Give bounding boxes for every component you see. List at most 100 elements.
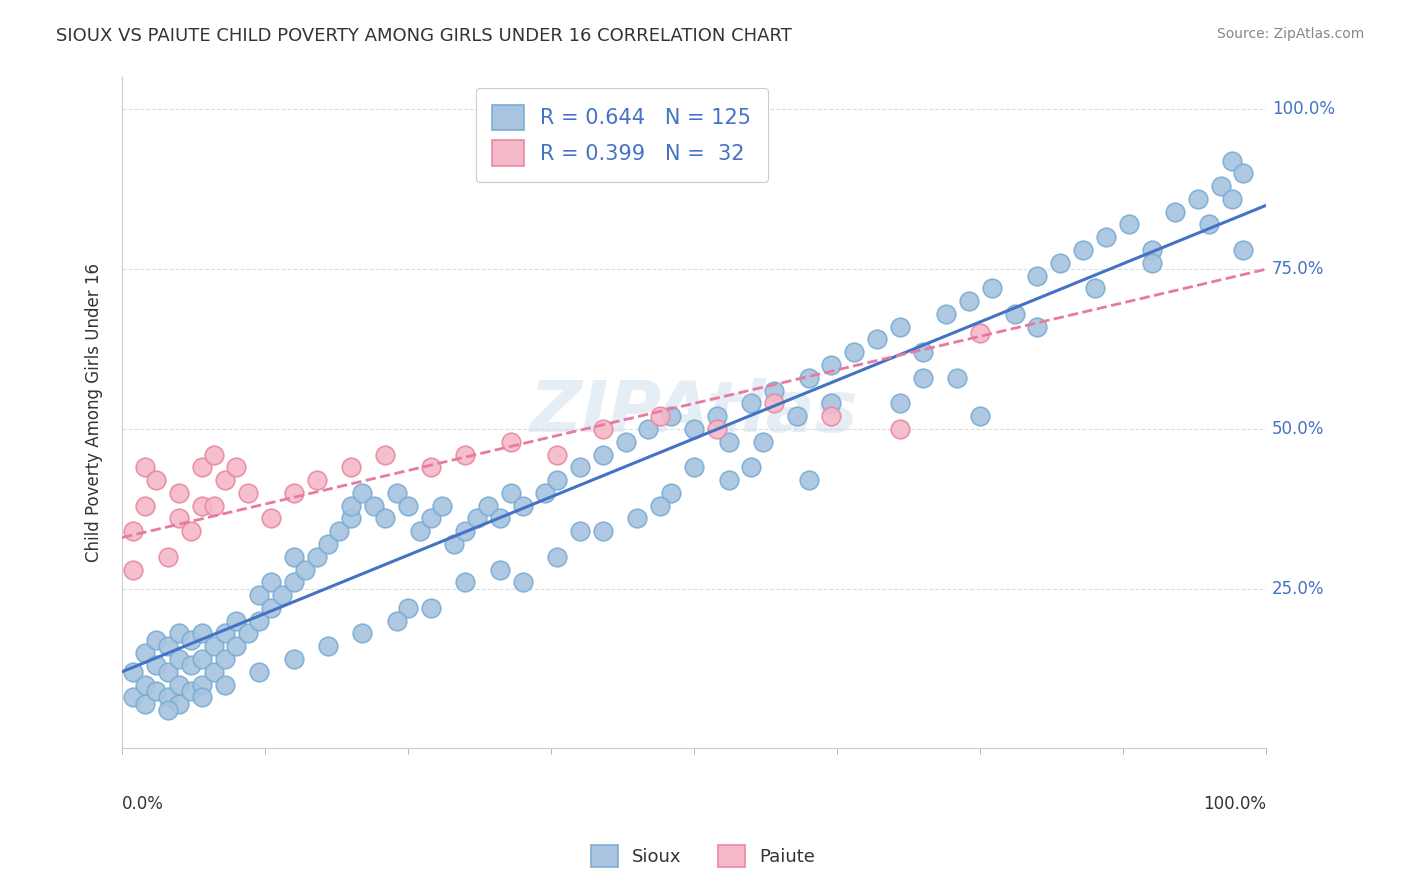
Point [534, 486, 557, 500]
Point [374, 511, 396, 525]
Point [969, 409, 991, 424]
Point [225, 614, 247, 628]
Point [1118, 218, 1140, 232]
Point [465, 511, 488, 525]
Point [214, 652, 236, 666]
Text: 50.0%: 50.0% [1272, 420, 1324, 438]
Point [247, 665, 270, 679]
Point [408, 524, 430, 539]
Point [866, 333, 889, 347]
Point [145, 632, 167, 647]
Point [236, 486, 259, 500]
Point [420, 460, 443, 475]
Point [145, 473, 167, 487]
Point [797, 371, 820, 385]
Point [385, 614, 408, 628]
Point [648, 409, 671, 424]
Point [454, 448, 477, 462]
Point [546, 448, 568, 462]
Point [260, 511, 283, 525]
Point [1209, 179, 1232, 194]
Point [980, 281, 1002, 295]
Point [202, 639, 225, 653]
Point [683, 422, 706, 436]
Point [488, 511, 510, 525]
Point [443, 537, 465, 551]
Point [1004, 307, 1026, 321]
Point [122, 665, 145, 679]
Point [134, 499, 156, 513]
Point [202, 499, 225, 513]
Point [659, 486, 682, 500]
Point [820, 409, 842, 424]
Point [167, 486, 190, 500]
Point [1232, 166, 1254, 180]
Point [1140, 243, 1163, 257]
Point [305, 473, 328, 487]
Point [134, 646, 156, 660]
Point [202, 448, 225, 462]
Point [260, 575, 283, 590]
Point [706, 422, 728, 436]
Point [740, 396, 762, 410]
Point [1164, 204, 1187, 219]
Point [145, 684, 167, 698]
Point [820, 396, 842, 410]
Point [568, 524, 591, 539]
Point [156, 703, 179, 717]
Point [145, 658, 167, 673]
Point [512, 575, 534, 590]
Point [122, 524, 145, 539]
Point [214, 473, 236, 487]
Point [167, 626, 190, 640]
Point [374, 448, 396, 462]
Point [763, 396, 786, 410]
Point [167, 697, 190, 711]
Point [1084, 281, 1107, 295]
Point [1026, 319, 1049, 334]
Point [935, 307, 957, 321]
Point [396, 499, 419, 513]
Point [202, 665, 225, 679]
Point [191, 499, 214, 513]
Point [568, 460, 591, 475]
Point [236, 626, 259, 640]
Legend: R = 0.644   N = 125, R = 0.399   N =  32: R = 0.644 N = 125, R = 0.399 N = 32 [475, 87, 768, 183]
Point [191, 677, 214, 691]
Point [283, 549, 305, 564]
Point [797, 473, 820, 487]
Point [501, 434, 523, 449]
Point [477, 499, 499, 513]
Point [340, 511, 363, 525]
Point [1187, 192, 1209, 206]
Point [820, 358, 842, 372]
Text: ZIPAtlas: ZIPAtlas [530, 378, 859, 448]
Point [134, 460, 156, 475]
Point [180, 684, 202, 698]
Point [1095, 230, 1118, 244]
Point [340, 499, 363, 513]
Point [648, 499, 671, 513]
Point [752, 434, 775, 449]
Point [180, 524, 202, 539]
Point [420, 511, 443, 525]
Point [626, 511, 648, 525]
Point [1026, 268, 1049, 283]
Text: 25.0%: 25.0% [1272, 580, 1324, 598]
Point [1220, 153, 1243, 168]
Text: 75.0%: 75.0% [1272, 260, 1324, 278]
Point [167, 652, 190, 666]
Point [340, 460, 363, 475]
Point [385, 486, 408, 500]
Point [683, 460, 706, 475]
Point [225, 639, 247, 653]
Point [294, 562, 316, 576]
Point [420, 600, 443, 615]
Point [501, 486, 523, 500]
Point [396, 600, 419, 615]
Point [763, 384, 786, 398]
Point [191, 690, 214, 705]
Point [122, 690, 145, 705]
Point [637, 422, 659, 436]
Point [180, 658, 202, 673]
